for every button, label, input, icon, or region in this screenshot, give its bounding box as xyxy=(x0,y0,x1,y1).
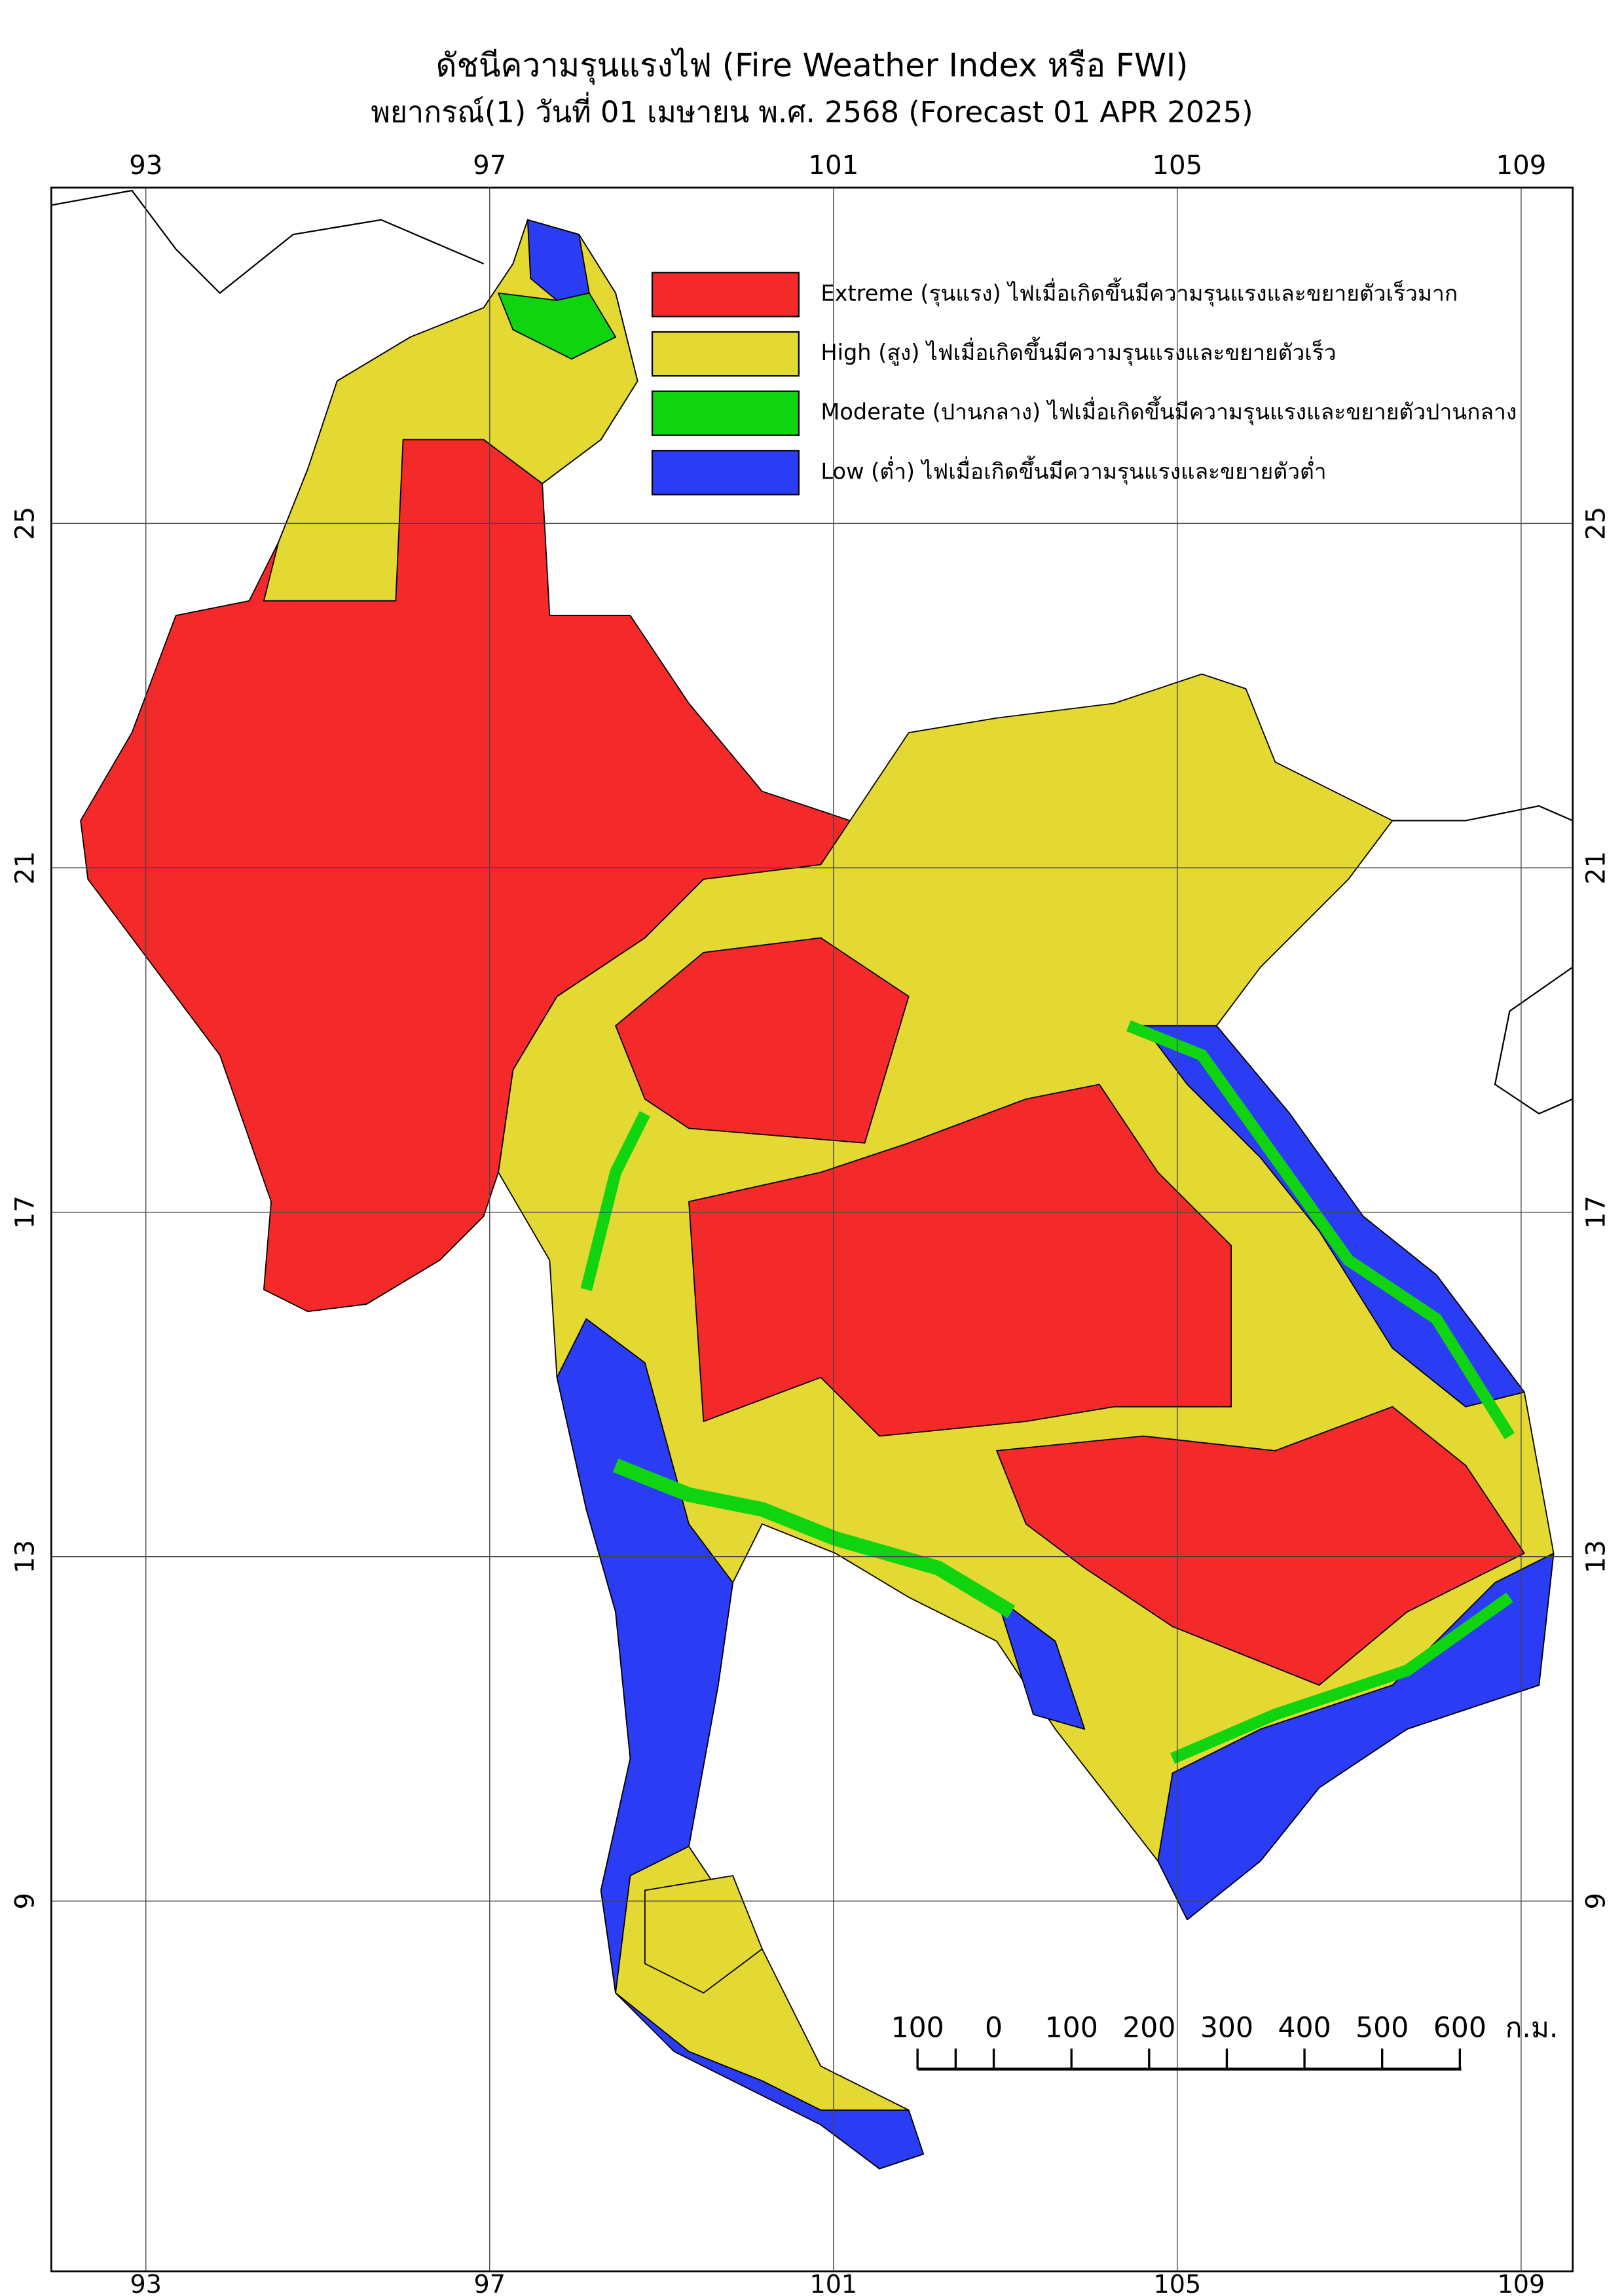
isan-extreme xyxy=(688,1084,1232,1437)
x-tick-label: 109 xyxy=(1498,2270,1545,2296)
y-tick-label: 25 xyxy=(1581,507,1612,540)
scale-label: 100 xyxy=(1045,2013,1098,2045)
x-tick-label: 97 xyxy=(473,151,506,181)
scale-label: 600 xyxy=(1433,2013,1486,2045)
legend-swatch xyxy=(651,390,800,436)
moderate-band xyxy=(1170,1592,1513,1764)
legend-swatch xyxy=(651,450,800,496)
coastline xyxy=(1494,966,1573,1115)
x-tick-label: 105 xyxy=(1154,2270,1202,2296)
scale-label: 300 xyxy=(1200,2013,1253,2045)
scale-label: 100 xyxy=(891,2013,944,2045)
y-tick-label: 25 xyxy=(10,507,40,540)
title: ดัชนีความรุนแรงไฟ (Fire Weather Index หร… xyxy=(435,46,1188,84)
y-tick-label: 17 xyxy=(10,1195,40,1229)
y-tick-label: 21 xyxy=(1581,851,1612,884)
y-tick-label: 13 xyxy=(1581,1540,1612,1573)
legend-label: Moderate (ปานกลาง) ไฟเมื่อเกิดขึ้นมีความ… xyxy=(821,396,1517,426)
north-moderate xyxy=(498,292,616,360)
x-tick-label: 109 xyxy=(1496,151,1546,181)
x-tick-label: 97 xyxy=(474,2270,506,2296)
y-tick-label: 21 xyxy=(10,851,40,884)
fwi-map xyxy=(51,189,1573,2170)
x-tick-label: 93 xyxy=(129,151,162,181)
x-tick-label: 101 xyxy=(808,151,858,181)
y-tick-label: 13 xyxy=(10,1540,40,1573)
legend-swatch xyxy=(651,272,800,318)
x-tick-label: 105 xyxy=(1152,151,1202,181)
y-tick-label: 17 xyxy=(1581,1195,1612,1229)
graticule: 93 93 97 97 101 101 105 105 109 109 25 25 21 21 17 17 13… xyxy=(10,151,1611,2296)
coastline xyxy=(1392,805,1573,822)
x-tick-label: 101 xyxy=(810,2270,858,2296)
scale-label: 500 xyxy=(1356,2013,1409,2045)
y-tick-label: 9 xyxy=(10,1893,40,1910)
moderate-band xyxy=(1126,1020,1515,1440)
subtitle: พยากรณ์(1) วันที่ 01 เมษายน พ.ศ. 2568 (F… xyxy=(371,92,1253,130)
nthai-extreme xyxy=(615,937,910,1144)
legend-label: Extreme (รุนแรง) ไฟเมื่อเกิดขึ้นมีความรุ… xyxy=(821,277,1458,306)
scale-label: 400 xyxy=(1278,2013,1331,2045)
x-tick-label: 93 xyxy=(130,2270,162,2296)
gulf-low xyxy=(996,1596,1086,1730)
cambodia-extreme xyxy=(996,1406,1525,1686)
moderate-band xyxy=(612,1458,1016,1618)
peninsula-low xyxy=(556,1318,925,2170)
legend-swatch xyxy=(651,331,800,377)
y-tick-label: 9 xyxy=(1581,1893,1612,1910)
map-frame xyxy=(50,187,1574,2272)
scale-unit: ก.ม. xyxy=(1505,2013,1559,2045)
scale-label: 0 xyxy=(985,2013,1003,2045)
peninsula-high xyxy=(644,1875,763,1994)
legend: Extreme (รุนแรง) ไฟเมื่อเกิดขึ้นมีความรุ… xyxy=(651,272,1517,496)
scale-label: 200 xyxy=(1122,2013,1175,2045)
map-canvas: ดัชนีความรุนแรงไฟ (Fire Weather Index หร… xyxy=(10,46,1611,2296)
legend-label: High (สูง) ไฟเมื่อเกิดขึ้นมีความรุนแรงแล… xyxy=(821,337,1336,366)
scale-bar: 100 0 100 200 300 400 500 600 ก.ม. xyxy=(891,2013,1559,2071)
coastline xyxy=(51,189,485,295)
moderate-band xyxy=(580,1111,650,1291)
legend-label: Low (ต่ำ) ไฟเมื่อเกิดขึ้นมีความรุนแรงและ… xyxy=(821,455,1326,484)
